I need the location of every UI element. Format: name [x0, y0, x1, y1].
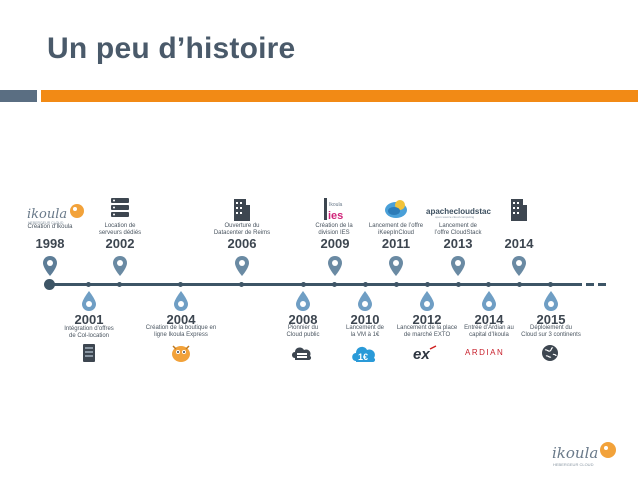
server-icon — [111, 198, 129, 217]
event-label: Entrée d’Ardian au capital d’Ikoula — [464, 325, 514, 338]
timeline-node — [332, 282, 337, 287]
svg-text:HEBERGEUR CLOUD: HEBERGEUR CLOUD — [28, 221, 64, 225]
title-underline-orange — [41, 90, 638, 102]
timeline-node — [178, 282, 183, 287]
svg-text:HEBERGEUR CLOUD: HEBERGEUR CLOUD — [553, 462, 594, 467]
svg-text:1€: 1€ — [358, 352, 368, 362]
event-label: Lancement de l’offre iKeepInCloud — [368, 223, 424, 236]
svg-text:apachecloudstack: apachecloudstack — [426, 207, 491, 216]
exto-logo-icon: ex — [413, 345, 437, 361]
event-year: 2002 — [105, 236, 135, 251]
water-drop-icon — [420, 291, 434, 311]
map-pin-icon — [43, 256, 57, 276]
event-label: Lancement de l’offre CloudStack — [434, 223, 482, 236]
timeline-node — [548, 282, 553, 287]
event-label: Création d’Ikoula — [27, 224, 73, 230]
cloud-server-icon — [292, 347, 312, 360]
timeline-node — [301, 282, 306, 287]
map-pin-icon — [113, 256, 127, 276]
timeline-node — [394, 282, 399, 287]
event-label: Création de la division IES — [315, 223, 353, 236]
globe-icon — [542, 345, 558, 361]
event-label: Intégration d’offres de Col-location — [64, 326, 114, 339]
timeline-node — [86, 282, 91, 287]
event-year: 2010 — [350, 312, 380, 327]
event-year: 2004 — [166, 312, 196, 327]
timeline-dash — [586, 283, 594, 286]
event-label: Création de la boutique en ligne Ikoula E… — [145, 325, 217, 338]
timeline-node — [456, 282, 461, 287]
timeline-node — [517, 282, 522, 287]
water-drop-icon — [358, 291, 372, 311]
svg-text:ikoula: ikoula — [552, 444, 598, 462]
timeline-node — [486, 282, 491, 287]
event-label: Lancement de la place de marché EXTO — [396, 325, 458, 338]
map-pin-icon — [512, 256, 526, 276]
slide-title: Un peu d’histoire — [47, 32, 296, 65]
event-year: 2009 — [320, 236, 350, 251]
event-label: Déploiement du Cloud sur 3 continents — [521, 325, 581, 338]
ikoula-logo-text: ikoula — [27, 207, 67, 222]
water-drop-icon — [82, 291, 96, 311]
svg-text:open source cloud computing: open source cloud computing — [435, 215, 475, 219]
ies-logo-icon: Ikoula ies — [324, 198, 343, 222]
event-year: 2011 — [381, 236, 411, 251]
water-drop-icon — [544, 291, 558, 311]
ikeepincloud-logo-icon — [385, 200, 407, 218]
apache-cloudstack-logo: apachecloudstack open source cloud compu… — [426, 207, 491, 219]
building-icon — [511, 199, 527, 221]
ikoula-mascot-icon — [172, 345, 190, 362]
timeline-node — [239, 282, 244, 287]
timeline-node — [363, 282, 368, 287]
one-euro-cloud-icon: 1€ — [352, 346, 376, 362]
svg-text:ex: ex — [413, 346, 430, 361]
water-drop-icon — [482, 291, 496, 311]
event-label: Location de serveurs dédiés — [98, 223, 142, 236]
event-year: 2008 — [288, 312, 318, 327]
event-year: 2001 — [74, 312, 104, 327]
event-year: 2012 — [412, 312, 442, 327]
event-year: 2014 — [504, 236, 534, 251]
event-year: 2014 — [474, 312, 504, 327]
water-drop-icon — [174, 291, 188, 311]
map-pin-icon — [235, 256, 249, 276]
timeline-node — [425, 282, 430, 287]
ikoula-logo-icon: ikoula HEBERGEUR CLOUD — [25, 203, 87, 230]
title-underline-slate — [0, 90, 37, 102]
event-year: 2006 — [227, 236, 257, 251]
timeline-node — [117, 282, 122, 287]
timeline-start-dot — [44, 279, 55, 290]
event-year: 1998 — [35, 236, 65, 251]
event-label: Pionnier du Cloud public — [286, 325, 320, 338]
map-pin-icon — [451, 256, 465, 276]
event-year: 2015 — [536, 312, 566, 327]
water-drop-icon — [296, 291, 310, 311]
event-year: 2013 — [443, 236, 473, 251]
timeline-axis — [48, 283, 582, 286]
ardian-logo: ARDIAN — [465, 348, 505, 357]
footer-ikoula-logo: ikoula HEBERGEUR CLOUD — [552, 442, 616, 467]
server-rack-icon — [83, 344, 95, 362]
svg-text:ies: ies — [328, 210, 343, 222]
map-pin-icon — [328, 256, 342, 276]
event-label: Ouverture du Datacenter de Reims — [213, 223, 271, 236]
building-icon — [234, 199, 250, 221]
svg-text:Ikoula: Ikoula — [329, 202, 343, 208]
timeline-dash — [598, 283, 606, 286]
map-pin-icon — [389, 256, 403, 276]
event-label: Lancement de la VM à 1€ — [345, 325, 385, 338]
